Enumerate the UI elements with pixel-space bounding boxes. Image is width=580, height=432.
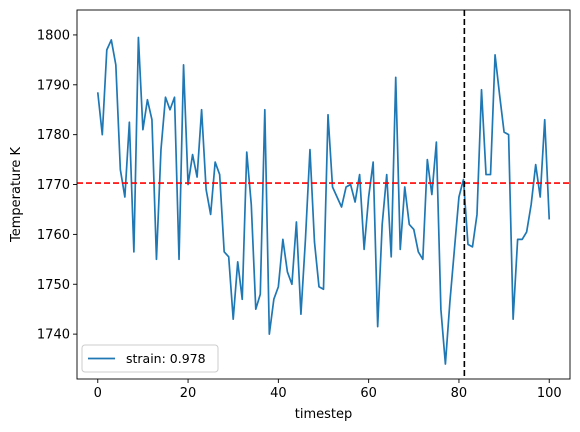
y-tick-label: 1790 xyxy=(37,78,70,93)
x-tick-label: 0 xyxy=(94,386,102,401)
x-axis-label: timestep xyxy=(295,407,353,422)
y-tick-label: 1800 xyxy=(37,28,70,43)
y-axis: 1740 1750 1760 1770 1780 1790 1800 xyxy=(37,28,77,343)
plot-marks xyxy=(77,10,570,379)
y-axis-label: Temperature K xyxy=(9,147,24,243)
x-tick-label: 20 xyxy=(180,386,197,401)
x-axis: 0 20 40 60 80 100 xyxy=(94,379,562,401)
y-tick-label: 1770 xyxy=(37,178,70,193)
y-tick-label: 1740 xyxy=(37,328,70,343)
y-tick-label: 1780 xyxy=(37,128,70,143)
legend-label: strain: 0.978 xyxy=(126,351,206,366)
plot-frame xyxy=(76,9,571,380)
legend-box xyxy=(81,344,219,373)
x-tick-label: 40 xyxy=(270,386,287,401)
y-tick-label: 1760 xyxy=(37,228,70,243)
x-tick-label: 80 xyxy=(451,386,468,401)
series-line-0 xyxy=(96,36,551,365)
y-tick-label: 1750 xyxy=(37,278,70,293)
legend: strain: 0.978 xyxy=(81,344,219,373)
x-tick-label: 60 xyxy=(360,386,377,401)
x-tick-label: 100 xyxy=(537,386,562,401)
